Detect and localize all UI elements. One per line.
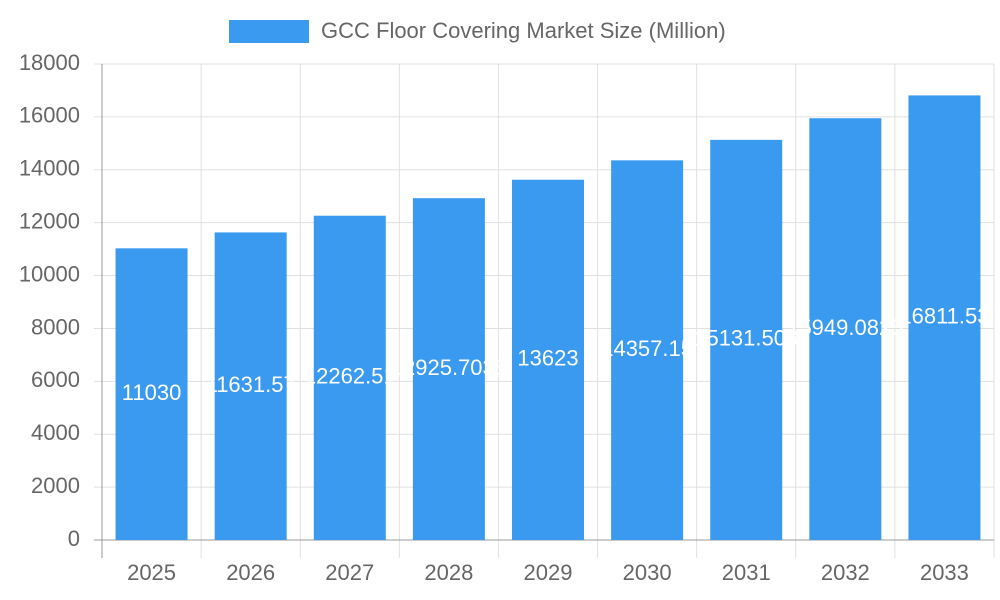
- y-tick-label: 4000: [31, 420, 80, 445]
- y-tick-label: 12000: [19, 208, 80, 233]
- legend-swatch: [229, 20, 309, 43]
- y-tick-label: 14000: [19, 156, 80, 181]
- data-label: 13623: [517, 346, 578, 371]
- data-label: 15131.506: [694, 326, 798, 351]
- x-tick-label: 2032: [821, 560, 870, 585]
- data-label: 11030: [122, 380, 182, 405]
- bar: [214, 232, 287, 540]
- y-tick-label: 2000: [31, 473, 80, 498]
- x-tick-label: 2028: [424, 560, 473, 585]
- x-tick-label: 2029: [524, 560, 573, 585]
- x-tick-label: 2030: [623, 560, 672, 585]
- x-tick-label: 2033: [920, 560, 969, 585]
- legend-label: GCC Floor Covering Market Size (Million): [321, 18, 726, 43]
- bar: [115, 248, 188, 540]
- bar: [908, 95, 981, 540]
- x-tick-label: 2025: [127, 560, 176, 585]
- data-label: 12925.7035: [391, 355, 507, 380]
- bar: [809, 118, 882, 540]
- data-label: 12262.51: [304, 364, 396, 389]
- y-tick-label: 10000: [19, 261, 80, 286]
- y-tick-label: 6000: [31, 367, 80, 392]
- data-label: 14357.15: [601, 336, 693, 361]
- x-tick-label: 2026: [226, 560, 275, 585]
- data-label: 11631.57: [206, 372, 296, 397]
- x-tick-label: 2027: [325, 560, 374, 585]
- data-label: 16811.53: [899, 304, 989, 329]
- bar: [412, 198, 485, 540]
- y-tick-label: 18000: [19, 50, 80, 75]
- x-tick-label: 2031: [722, 560, 771, 585]
- bar: [710, 139, 783, 541]
- bar: [611, 160, 684, 541]
- data-label: 15949.0825: [787, 315, 903, 340]
- bar: [512, 179, 584, 541]
- bar: [313, 215, 386, 540]
- y-tick-label: 8000: [31, 314, 80, 339]
- y-tick-label: 0: [68, 526, 80, 551]
- y-tick-label: 16000: [19, 103, 80, 128]
